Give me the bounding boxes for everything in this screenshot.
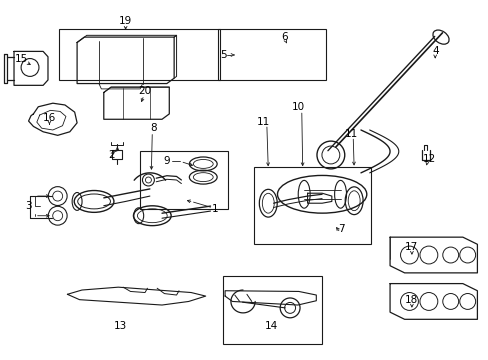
Text: 12: 12 <box>423 154 436 163</box>
Text: 5: 5 <box>220 50 226 60</box>
Text: 3: 3 <box>25 201 32 211</box>
Text: 8: 8 <box>150 123 156 133</box>
Bar <box>217 29 325 80</box>
Text: 13: 13 <box>114 321 127 332</box>
Text: 9: 9 <box>163 157 170 166</box>
Text: 19: 19 <box>119 16 132 26</box>
Text: 15: 15 <box>15 54 28 64</box>
Text: 2: 2 <box>107 150 114 160</box>
Bar <box>140 152 227 208</box>
Text: 20: 20 <box>138 86 151 96</box>
Bar <box>254 167 370 244</box>
Text: 1: 1 <box>212 203 218 213</box>
Text: 10: 10 <box>292 102 305 112</box>
Text: 11: 11 <box>344 129 357 139</box>
Text: 11: 11 <box>256 117 269 127</box>
Text: 16: 16 <box>43 113 56 123</box>
Text: 4: 4 <box>432 46 439 57</box>
Bar <box>59 29 220 80</box>
Bar <box>222 276 322 344</box>
Text: 7: 7 <box>338 224 344 234</box>
Text: 14: 14 <box>264 321 278 332</box>
Text: 6: 6 <box>281 32 287 42</box>
Text: 17: 17 <box>405 242 418 252</box>
Text: 18: 18 <box>405 295 418 305</box>
